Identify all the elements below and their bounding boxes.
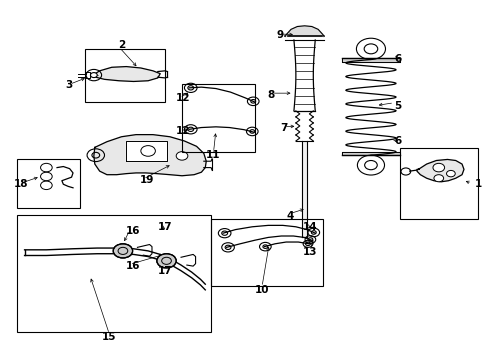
Circle shape [434,175,443,182]
Text: 3: 3 [66,80,73,90]
Text: 15: 15 [102,332,117,342]
Text: 17: 17 [158,222,172,232]
Text: 8: 8 [268,90,275,100]
Polygon shape [417,159,464,182]
Polygon shape [342,58,400,62]
Polygon shape [93,67,160,81]
Circle shape [91,73,97,77]
Text: 13: 13 [303,247,318,257]
Text: 19: 19 [139,175,154,185]
Polygon shape [94,135,206,176]
Polygon shape [342,152,400,155]
Circle shape [433,163,444,172]
Text: 7: 7 [280,122,287,132]
Text: 12: 12 [176,126,191,136]
Circle shape [446,170,455,177]
Text: 6: 6 [394,54,401,64]
Bar [85,49,165,102]
Circle shape [113,244,133,258]
Polygon shape [285,26,324,36]
Text: 1: 1 [475,179,482,189]
Text: 14: 14 [303,222,318,232]
Circle shape [176,152,188,160]
Text: 12: 12 [176,94,191,103]
Text: 18: 18 [13,179,28,189]
Text: 17: 17 [158,266,172,276]
Bar [17,159,80,208]
Polygon shape [126,141,168,161]
Text: 16: 16 [126,261,141,271]
Text: 6: 6 [394,136,401,146]
Bar [182,84,255,152]
Polygon shape [302,141,308,237]
Bar [211,219,322,286]
Text: 9: 9 [276,30,284,40]
Text: 11: 11 [206,150,221,160]
Circle shape [157,254,176,268]
Text: 4: 4 [286,211,294,221]
Text: 10: 10 [255,285,269,295]
Bar [400,148,478,219]
Bar [17,215,211,332]
Text: 2: 2 [118,40,125,50]
Circle shape [141,145,155,156]
Text: 5: 5 [394,100,401,111]
Text: 16: 16 [126,226,141,237]
